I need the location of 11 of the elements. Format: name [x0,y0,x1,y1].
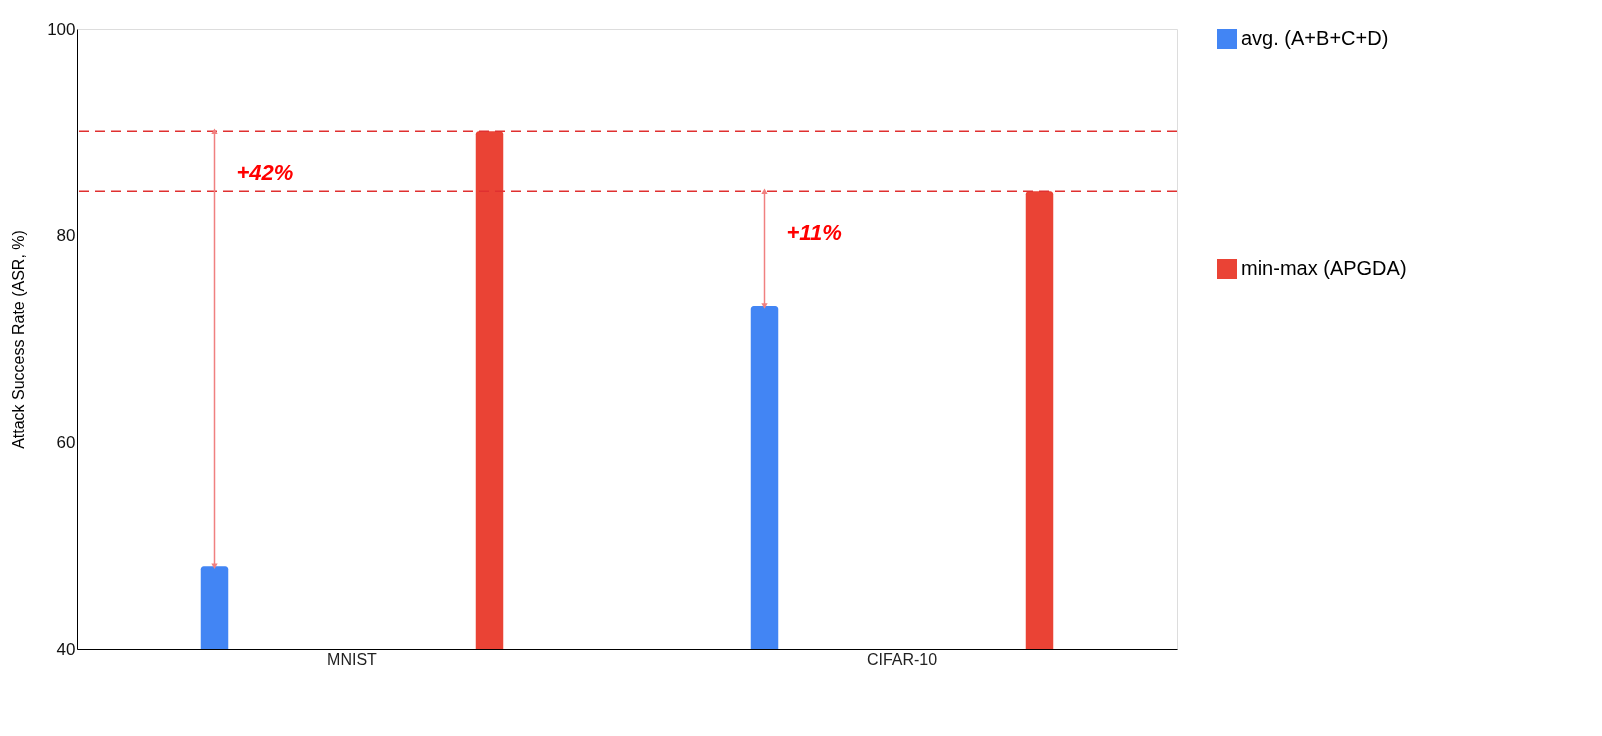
y-tick-label: 40 [56,639,76,659]
legend-label: avg. (A+B+C+D) [1241,27,1389,49]
y-axis-title: Attack Success Rate (ASR, %) [10,230,28,449]
y-tick-label: 100 [47,19,76,39]
x-tick-label: CIFAR-10 [866,650,938,668]
legend-label: min-max (APGDA) [1241,257,1407,279]
annotation: +11% [786,220,842,246]
annotation: +42% [236,160,294,186]
y-tick-label: 80 [56,226,76,246]
x-tick-label: MNIST [327,650,378,668]
y-tick-label: 60 [56,432,76,452]
